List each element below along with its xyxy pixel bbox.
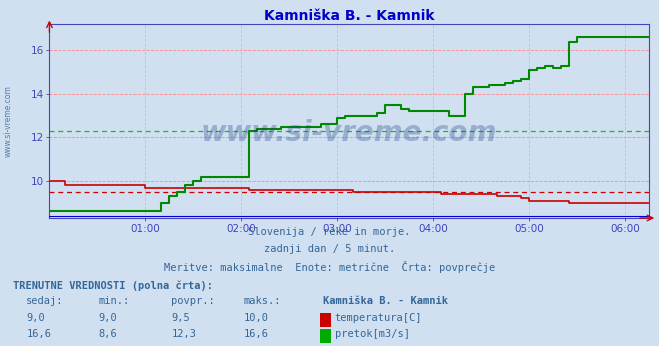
Text: 10,0: 10,0	[244, 313, 269, 323]
Text: Meritve: maksimalne  Enote: metrične  Črta: povprečje: Meritve: maksimalne Enote: metrične Črta…	[164, 261, 495, 273]
Text: Kamniška B. - Kamnik: Kamniška B. - Kamnik	[323, 296, 448, 306]
Text: povpr.:: povpr.:	[171, 296, 215, 306]
Text: TRENUTNE VREDNOSTI (polna črta):: TRENUTNE VREDNOSTI (polna črta):	[13, 280, 213, 291]
Text: Slovenija / reke in morje.: Slovenija / reke in morje.	[248, 227, 411, 237]
Text: pretok[m3/s]: pretok[m3/s]	[335, 329, 410, 339]
Text: www.si-vreme.com: www.si-vreme.com	[3, 85, 13, 157]
Text: zadnji dan / 5 minut.: zadnji dan / 5 minut.	[264, 244, 395, 254]
Text: 12,3: 12,3	[171, 329, 196, 339]
Text: 16,6: 16,6	[244, 329, 269, 339]
Text: 9,0: 9,0	[26, 313, 45, 323]
Text: min.:: min.:	[99, 296, 130, 306]
Text: 9,0: 9,0	[99, 313, 117, 323]
Text: 8,6: 8,6	[99, 329, 117, 339]
Text: 16,6: 16,6	[26, 329, 51, 339]
Title: Kamniška B. - Kamnik: Kamniška B. - Kamnik	[264, 9, 434, 23]
Text: sedaj:: sedaj:	[26, 296, 64, 306]
Text: www.si-vreme.com: www.si-vreme.com	[201, 119, 498, 147]
Text: maks.:: maks.:	[244, 296, 281, 306]
Text: temperatura[C]: temperatura[C]	[335, 313, 422, 323]
Text: 9,5: 9,5	[171, 313, 190, 323]
